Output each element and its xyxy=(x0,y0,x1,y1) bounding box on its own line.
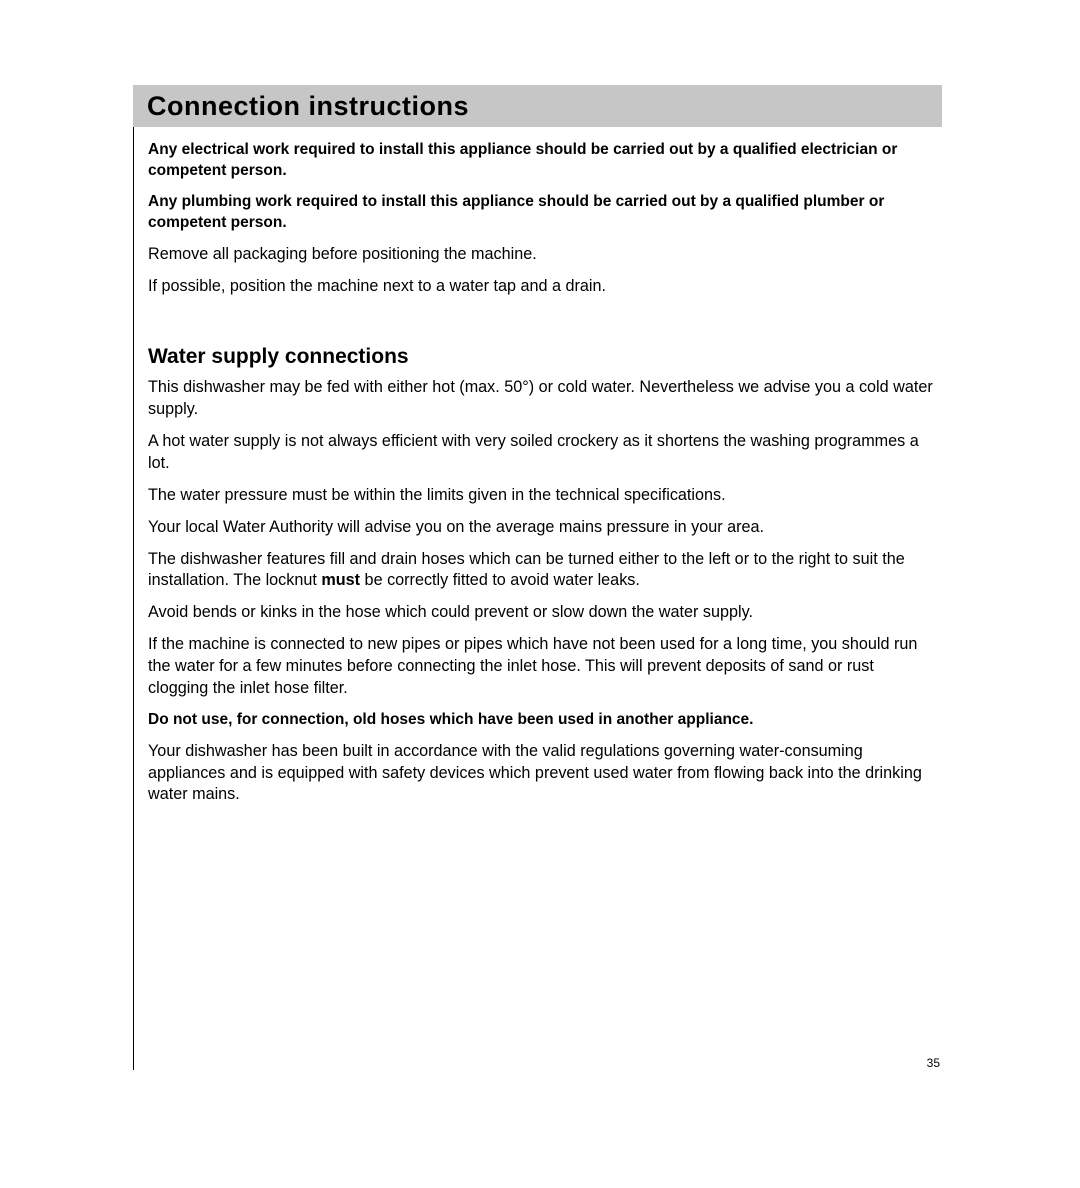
section-paragraph-8: Your dishwasher has been built in accord… xyxy=(148,741,938,807)
section-paragraph-2: A hot water supply is not always efficie… xyxy=(148,431,938,475)
intro-paragraph-2: If possible, position the machine next t… xyxy=(148,276,938,298)
section-bold-3: Do not use, for connection, old hoses wh… xyxy=(148,710,938,731)
section-paragraph-4: Your local Water Authority will advise y… xyxy=(148,517,938,539)
intro-bold-2: Any plumbing work required to install th… xyxy=(148,192,938,234)
page-number: 35 xyxy=(927,1056,940,1070)
intro-paragraph-1: Remove all packaging before positioning … xyxy=(148,244,938,266)
page-content: Any electrical work required to install … xyxy=(148,140,938,816)
section-header-bar: Connection instructions xyxy=(133,85,942,127)
section-paragraph-1: This dishwasher may be fed with either h… xyxy=(148,377,938,421)
section-paragraph-7: If the machine is connected to new pipes… xyxy=(148,634,938,700)
section-p5-bold: must xyxy=(321,571,360,589)
section-header-title: Connection instructions xyxy=(147,91,469,122)
left-vertical-rule xyxy=(133,85,134,1070)
section-p5-part-b: be correctly fitted to avoid water leaks… xyxy=(360,571,640,589)
section-paragraph-3: The water pressure must be within the li… xyxy=(148,485,938,507)
section-paragraph-6: Avoid bends or kinks in the hose which c… xyxy=(148,602,938,624)
section-paragraph-5: The dishwasher features fill and drain h… xyxy=(148,549,938,593)
subsection-heading: Water supply connections xyxy=(148,345,938,369)
manual-page: Connection instructions Any electrical w… xyxy=(0,0,1080,1188)
intro-bold-1: Any electrical work required to install … xyxy=(148,140,938,182)
